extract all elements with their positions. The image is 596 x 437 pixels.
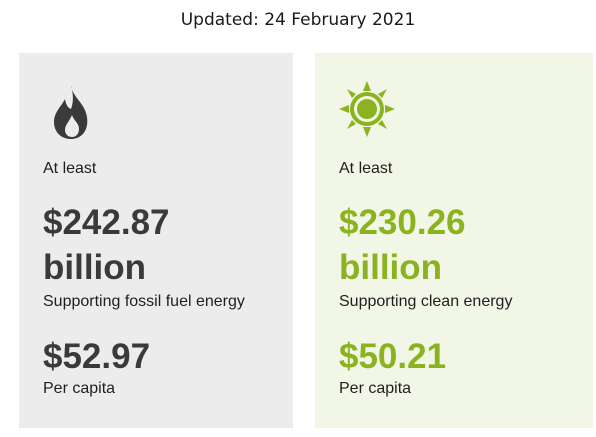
fossil-unit: billion [43, 248, 147, 287]
clean-per-capita-label: Per capita [339, 380, 412, 397]
clean-supporting-label: Supporting clean energy [339, 293, 513, 310]
fossil-amount: $242.87 [43, 203, 170, 242]
fossil-per-capita-label: Per capita [43, 380, 116, 397]
clean-per-capita-value: $50.21 [339, 337, 447, 376]
fossil-fuel-card: At least $242.87 billion Supporting foss… [19, 53, 293, 428]
clean-energy-card: At least $230.26 billion Supporting clea… [315, 53, 593, 428]
clean-at-least: At least [339, 160, 393, 177]
clean-amount: $230.26 [339, 203, 466, 242]
updated-date: Updated: 24 February 2021 [180, 10, 416, 30]
sun-icon [339, 81, 395, 137]
flame-icon [54, 85, 88, 139]
fossil-at-least: At least [43, 160, 97, 177]
clean-unit: billion [339, 248, 443, 287]
fossil-per-capita-value: $52.97 [43, 337, 151, 376]
fossil-supporting-label: Supporting fossil fuel energy [43, 293, 245, 310]
